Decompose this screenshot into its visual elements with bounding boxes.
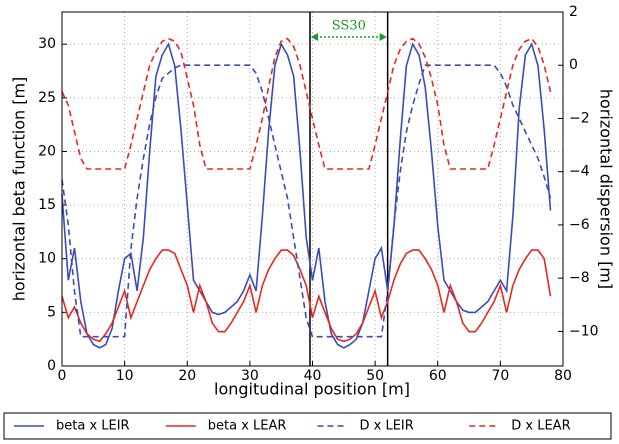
- y-tick-label: 20: [38, 143, 56, 159]
- x-tick-label: 20: [178, 368, 196, 384]
- legend-label: beta x LEAR: [208, 419, 287, 434]
- x-tick-label: 0: [58, 368, 67, 384]
- x-tick-label: 50: [366, 368, 384, 384]
- y-tick-label: 25: [38, 90, 56, 106]
- series-line: [61, 249, 552, 343]
- legend-label: beta x LEIR: [56, 419, 130, 434]
- x-axis-label: longitudinal position [m]: [214, 380, 410, 399]
- y-tick-label: 10: [38, 251, 56, 267]
- x-tick-label: 70: [491, 368, 509, 384]
- x-tick-label: 60: [429, 368, 447, 384]
- legend-label: D x LEAR: [511, 419, 570, 434]
- y2-axis-label: horizontal dispersion [m]: [597, 89, 616, 289]
- x-tick-label: 80: [554, 368, 572, 384]
- y2-tick-label: −10: [569, 323, 599, 339]
- y2-tick-label: 0: [569, 57, 578, 73]
- series-line: [61, 42, 552, 349]
- annotation-text: SS30: [332, 19, 366, 34]
- x-tick-label: 40: [304, 368, 322, 384]
- y2-tick-label: −6: [569, 217, 590, 233]
- y-axis-label: horizontal beta function [m]: [10, 77, 29, 302]
- x-tick-label: 30: [241, 368, 259, 384]
- y-tick-label: 5: [47, 304, 56, 320]
- plot-frame: [61, 11, 564, 367]
- arrow-head: [379, 33, 387, 41]
- arrow-head: [310, 33, 318, 41]
- series-line: [61, 64, 552, 338]
- y-tick-label: 15: [38, 197, 56, 213]
- y-tick-label: 30: [38, 36, 56, 52]
- legend-box: [3, 412, 612, 440]
- y-tick-label: 0: [47, 358, 56, 374]
- y2-tick-label: −4: [569, 164, 590, 180]
- x-tick-label: 10: [116, 368, 134, 384]
- y2-tick-label: 2: [569, 4, 578, 20]
- y2-tick-label: −8: [569, 270, 590, 286]
- legend-label: D x LEIR: [360, 419, 414, 434]
- y2-tick-label: −2: [569, 110, 590, 126]
